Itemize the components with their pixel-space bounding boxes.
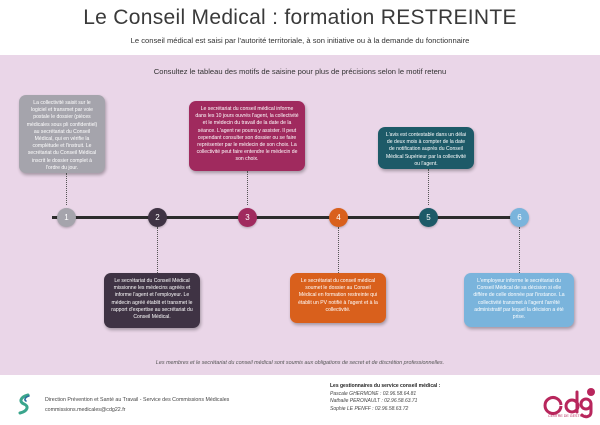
step-4-box: Le secrétariat du conseil médical soumet… [290, 273, 386, 323]
cdg22-logo-icon [543, 388, 595, 419]
timeline-line [52, 216, 526, 219]
step-2-text: Le secrétariat du Conseil Médical missio… [111, 278, 193, 321]
step-6-connector [519, 227, 520, 273]
step-3-connector [247, 171, 248, 205]
step-1-node: 1 [57, 208, 76, 227]
contacts-heading: Les gestionnaires du service conseil méd… [330, 383, 441, 389]
step-2-connector [157, 227, 158, 273]
step-6-text: L'employeur informe le secrétariat du Co… [473, 278, 565, 321]
step-1-box: La collectivité saisit sur le logiciel e… [19, 95, 105, 173]
step-3-box: Le secrétariat du conseil médical inform… [189, 101, 305, 171]
confidentiality-footnote: Les membres et le secrétariat du conseil… [155, 360, 445, 366]
footer-email[interactable]: commissions.medicales@cdg22.fr [45, 407, 126, 413]
contact-line: Nathalie PERONAULT : 02.96.58.63.71 [330, 398, 418, 405]
step-3-text: Le secrétariat du conseil médical inform… [195, 106, 299, 163]
step-2-box: Le secrétariat du Conseil Médical missio… [104, 273, 200, 328]
step-4-node: 4 [329, 208, 348, 227]
step-1-connector [66, 173, 67, 205]
step-2-node: 2 [148, 208, 167, 227]
page-title: Le Conseil Medical : formation RESTREINT… [83, 6, 517, 29]
process-panel: Consultez le tableau des motifs de saisi… [0, 55, 600, 375]
step-6-node: 6 [510, 208, 529, 227]
cdg-swoosh-logo [18, 393, 30, 415]
page-subtitle: Le conseil médical est saisi par l'autor… [130, 36, 470, 45]
step-5-connector [428, 169, 429, 205]
step-5-node: 5 [419, 208, 438, 227]
contact-line: Pascale GHERMONE : 02.96.58.64.81 [330, 390, 417, 397]
step-3-node: 3 [238, 208, 257, 227]
step-4-connector [338, 227, 339, 273]
contact-line: Sophie LE PENFF : 02.96.58.63.72 [330, 405, 409, 412]
step-4-text: Le secrétariat du conseil médical soumet… [298, 278, 378, 313]
step-6-box: L'employeur informe le secrétariat du Co… [464, 273, 574, 327]
brand-tagline: CENTRE DE GESTION [548, 414, 586, 418]
step-5-box: L'avis est contestable dans un délai de … [378, 127, 474, 169]
footer-department: Direction Prévention et Santé au Travail… [45, 397, 230, 403]
step-5-text: L'avis est contestable dans un délai de … [385, 132, 467, 167]
step-1-text: La collectivité saisit sur le logiciel e… [26, 100, 98, 171]
contacts-block: Les gestionnaires du service conseil méd… [330, 383, 440, 413]
panel-heading: Consultez le tableau des motifs de saisi… [153, 67, 447, 76]
